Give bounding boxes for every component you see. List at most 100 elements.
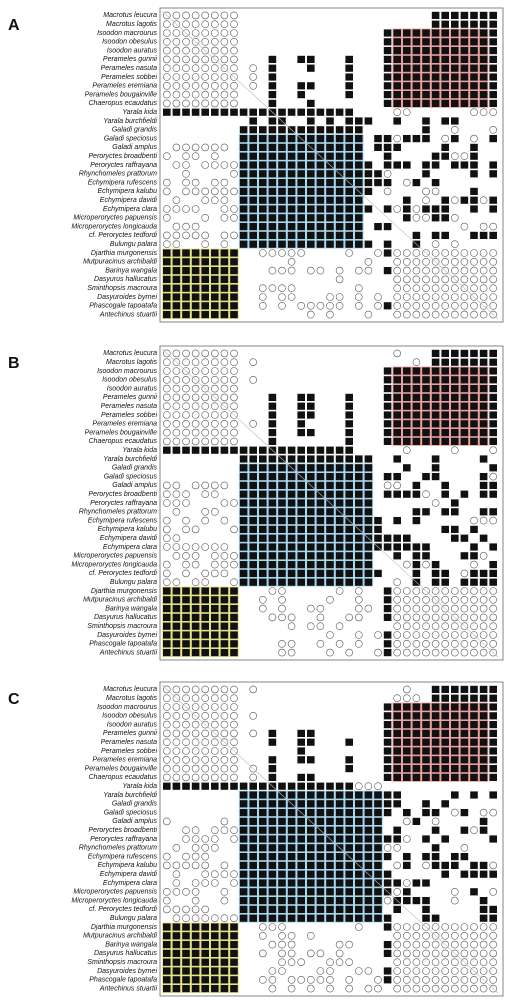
cell-square <box>307 473 315 481</box>
cell-square <box>422 738 430 746</box>
cell-square <box>383 99 392 107</box>
cell-square <box>345 135 353 143</box>
cell-circle <box>412 958 421 967</box>
cell-circle <box>460 613 469 622</box>
cell-square <box>316 455 325 463</box>
cell-square <box>307 578 315 586</box>
cell-square <box>470 888 478 896</box>
cell-square <box>422 905 430 913</box>
cell-circle <box>220 384 229 393</box>
cell-square <box>278 870 286 878</box>
cell-square <box>259 879 267 887</box>
cell-square <box>470 721 478 729</box>
cell-circle <box>489 923 498 931</box>
cell-circle <box>211 419 219 428</box>
cell-circle <box>182 773 190 782</box>
cell-circle <box>393 975 402 984</box>
cell-square <box>230 649 238 657</box>
cell-circle <box>182 37 190 46</box>
cell-circle <box>441 613 450 622</box>
cell-square <box>345 393 353 401</box>
cell-square <box>191 640 200 648</box>
cell-square <box>364 835 373 843</box>
cell-square <box>268 73 277 81</box>
cell-circle <box>220 11 229 20</box>
cell-square <box>278 569 286 577</box>
cell-circle <box>412 694 421 703</box>
cell-circle <box>316 301 325 310</box>
cell-square <box>345 143 353 151</box>
cell-square <box>422 756 430 764</box>
cell-square <box>412 879 421 887</box>
cell-square <box>374 809 382 817</box>
cell-square <box>345 240 353 248</box>
cell-square <box>297 782 305 790</box>
cell-circle <box>230 46 238 55</box>
cell-square <box>287 525 296 533</box>
cell-square <box>316 578 325 586</box>
cell-square <box>259 214 267 222</box>
cell-circle <box>249 773 257 782</box>
cell-square <box>393 543 401 551</box>
diagonal <box>161 10 499 320</box>
cell-square <box>239 561 248 569</box>
cell-square <box>335 905 344 913</box>
cell-circle <box>354 301 363 310</box>
cell-square <box>326 905 334 913</box>
cell-square <box>316 499 325 507</box>
cell-circle <box>230 64 238 72</box>
cell-square <box>383 152 392 160</box>
cell-square <box>307 179 315 187</box>
cell-circle <box>364 984 373 993</box>
cell-square <box>422 729 430 737</box>
cell-square <box>403 376 411 384</box>
cell-square <box>470 152 478 160</box>
cell-square <box>431 231 440 239</box>
cell-circle <box>182 560 190 569</box>
cell-square <box>422 879 430 887</box>
cell-circle <box>201 755 209 764</box>
cell-circle <box>172 55 181 64</box>
cell-square <box>326 214 334 222</box>
cell-circle <box>470 958 478 967</box>
cell-square <box>470 385 478 393</box>
cell-circle <box>450 214 459 222</box>
cell-circle <box>450 967 459 975</box>
cell-square <box>364 543 373 551</box>
taxon-label: Perameles bougainville <box>85 765 157 772</box>
cell-square <box>431 214 440 222</box>
cell-circle <box>182 55 190 64</box>
cell-circle <box>191 879 200 887</box>
cell-circle <box>441 648 450 657</box>
cell-square <box>335 135 344 143</box>
cell-circle <box>172 82 181 90</box>
cell-circle <box>163 205 171 213</box>
cell-square <box>316 817 325 825</box>
cell-square <box>230 249 238 257</box>
cell-square <box>249 117 257 125</box>
cell-square <box>422 82 430 90</box>
cell-circle <box>201 694 209 703</box>
cell-circle <box>172 551 181 560</box>
cell-square <box>278 517 286 525</box>
cell-circle <box>191 551 200 560</box>
cell-square <box>307 126 315 134</box>
cell-square <box>249 517 257 525</box>
cell-square <box>345 552 353 560</box>
cell-square <box>412 703 421 711</box>
cell-square <box>326 561 334 569</box>
cell-square <box>297 773 305 781</box>
cell-circle <box>412 622 421 631</box>
cell-circle <box>201 82 209 90</box>
cell-square <box>307 393 315 401</box>
cell-circle <box>191 11 200 20</box>
cell-square <box>345 126 353 134</box>
taxon-label: Microperoryctes longicauda <box>71 223 157 230</box>
cell-square <box>307 569 315 577</box>
cell-circle <box>191 826 200 835</box>
cell-circle <box>278 284 286 293</box>
cell-square <box>172 985 181 993</box>
taxon-label: Antechinus stuartii <box>99 985 158 992</box>
cell-square <box>393 765 401 773</box>
cell-square <box>239 543 248 551</box>
